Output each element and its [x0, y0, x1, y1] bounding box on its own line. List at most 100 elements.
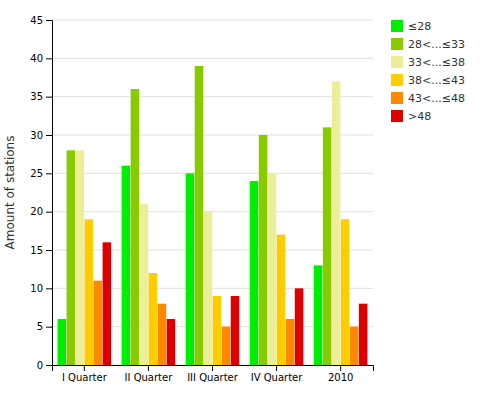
tick-label: II Quarter	[125, 372, 174, 383]
bar	[350, 327, 359, 365]
tick-mark	[46, 97, 52, 98]
legend-swatch	[391, 20, 403, 32]
tick-label: 35	[30, 91, 43, 102]
tick-mark	[212, 365, 213, 371]
tick-label: 15	[30, 245, 43, 256]
bar-series	[76, 81, 341, 365]
tick-mark	[46, 288, 52, 289]
x-tick: IV Quarter	[251, 365, 303, 383]
y-tick: 10	[30, 283, 52, 294]
axis-line	[46, 21, 53, 366]
grid-line	[52, 96, 373, 97]
y-tick: 20	[30, 206, 52, 217]
bar	[341, 219, 350, 365]
grid	[52, 20, 373, 365]
bar	[85, 219, 94, 365]
bar	[213, 296, 222, 365]
tick-mark	[340, 365, 341, 371]
legend-swatch	[391, 92, 403, 104]
y-tick: 30	[30, 130, 52, 141]
legend-swatch	[391, 74, 403, 86]
legend-swatch	[391, 38, 403, 50]
legend-label: 28<...≤33	[408, 38, 465, 51]
tick-mark	[276, 365, 277, 371]
bar	[140, 204, 149, 365]
legend: ≤28 28<...≤33 33<...≤38 38<...≤43 43<...≤48 >…	[391, 20, 465, 123]
bar	[359, 304, 368, 365]
grid-line	[52, 20, 373, 21]
bar-series	[85, 219, 350, 365]
bar-series	[58, 166, 323, 365]
axis-line	[53, 366, 374, 372]
x-axis: I Quarter II Quarter III Quarter IV Quarter…	[53, 365, 374, 383]
bar	[122, 166, 131, 365]
bar	[250, 181, 259, 365]
tick-label: IV Quarter	[251, 372, 303, 383]
bar	[277, 235, 286, 365]
y-tick: 45	[30, 15, 52, 26]
tick-label: 5	[37, 321, 43, 332]
tick-label: 40	[30, 53, 43, 64]
tick-mark	[46, 135, 52, 136]
y-tick: 35	[30, 91, 52, 102]
legend-label: >48	[408, 110, 431, 123]
bar-series	[94, 281, 359, 365]
legend-item: ≤28	[391, 20, 431, 33]
bar	[268, 173, 277, 365]
tick-label: 25	[30, 168, 43, 179]
bar	[204, 212, 213, 365]
plot-area: 0 5 10 15 20 25 30 35 40 45 I Quarter II Quarter III…	[30, 15, 373, 383]
bar	[58, 319, 67, 365]
bar-series	[67, 66, 332, 365]
bar	[76, 150, 85, 365]
grid-line	[52, 58, 373, 59]
tick-mark	[46, 212, 52, 213]
legend-swatch	[391, 110, 403, 122]
bar	[295, 288, 304, 365]
bar	[231, 296, 240, 365]
bar-series	[103, 242, 368, 365]
bar	[222, 327, 231, 365]
y-axis: 0 5 10 15 20 25 30 35 40 45	[30, 15, 52, 371]
bar	[314, 265, 323, 365]
bar	[259, 135, 268, 365]
bar	[158, 304, 167, 365]
bar	[332, 81, 341, 365]
x-tick: I Quarter	[62, 365, 108, 383]
legend-label: 33<...≤38	[408, 56, 465, 69]
y-axis-label: Amount of stations	[3, 136, 17, 250]
tick-mark	[84, 365, 85, 371]
bar	[131, 89, 140, 365]
bar	[94, 281, 103, 365]
tick-mark	[46, 365, 52, 366]
bar	[286, 319, 295, 365]
chart-container: 0 5 10 15 20 25 30 35 40 45 I Quarter II Quarter III…	[0, 0, 497, 401]
y-tick: 15	[30, 245, 52, 256]
x-tick: 2010	[328, 365, 353, 383]
y-tick: 25	[30, 168, 52, 179]
tick-label: 30	[30, 130, 43, 141]
tick-label: I Quarter	[62, 372, 108, 383]
legend-label: 43<...≤48	[408, 92, 465, 105]
tick-mark	[46, 58, 52, 59]
tick-label: 0	[37, 360, 43, 371]
chart-svg: 0 5 10 15 20 25 30 35 40 45 I Quarter II Quarter III…	[0, 0, 497, 401]
tick-mark	[46, 173, 52, 174]
legend-label: 38<...≤43	[408, 74, 465, 87]
tick-mark	[46, 327, 52, 328]
bar	[149, 273, 158, 365]
y-tick: 0	[37, 360, 52, 371]
tick-mark	[148, 365, 149, 371]
tick-label: 20	[30, 206, 43, 217]
bar	[67, 150, 76, 365]
x-tick: II Quarter	[125, 365, 174, 383]
y-tick: 40	[30, 53, 52, 64]
legend-label: ≤28	[408, 20, 431, 33]
tick-mark	[46, 250, 52, 251]
y-tick: 5	[37, 321, 52, 332]
x-tick: III Quarter	[187, 365, 239, 383]
bar	[195, 66, 204, 365]
tick-label: 2010	[328, 372, 353, 383]
bar	[323, 127, 332, 365]
bar	[167, 319, 176, 365]
